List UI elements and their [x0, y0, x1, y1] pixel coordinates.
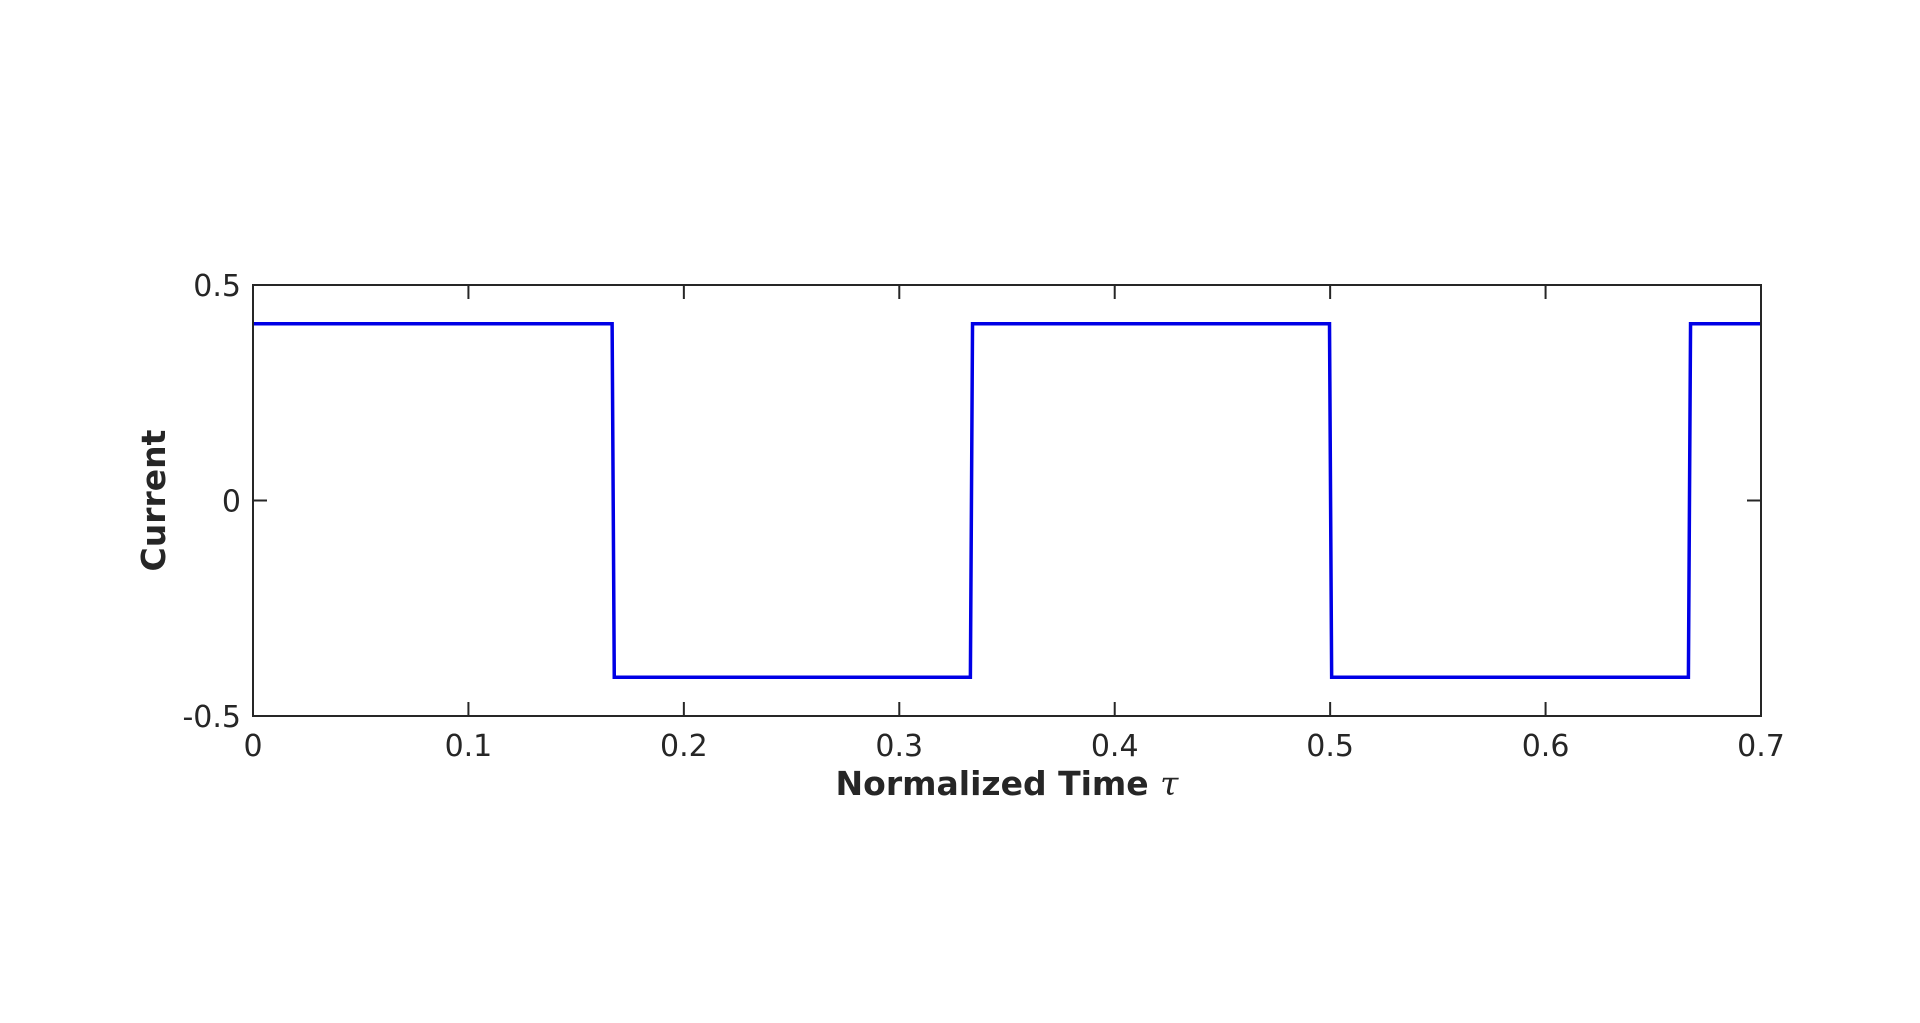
series-line-1 — [253, 322, 1761, 679]
y-axis-title: Current — [134, 429, 173, 571]
y-tick-label: 0.5 — [193, 269, 241, 304]
plot-layer — [253, 285, 1761, 716]
label-layer: 0 0.1 0.2 0.3 0.4 0.5 0.6 0.7-0.500.5Normalized… — [134, 269, 1785, 803]
y-tick-label: -0.5 — [182, 700, 241, 735]
y-tick-label: 0 — [222, 485, 241, 520]
x-tick-label: 0.7 — [1737, 729, 1785, 764]
x-tick-label: 0 — [243, 729, 262, 764]
x-tick-label: 0.3 — [875, 729, 923, 764]
x-tick-label: 0.6 — [1522, 729, 1570, 764]
x-axis-title-symbol: τ — [1160, 764, 1179, 803]
x-tick-label: 0.1 — [445, 729, 493, 764]
plot-area — [253, 285, 1761, 716]
x-axis-title-text: Normalized Time — [836, 764, 1161, 803]
x-tick-label: 0.2 — [660, 729, 708, 764]
x-axis-title: Normalized Time τ — [836, 764, 1180, 803]
x-tick-label: 0.4 — [1091, 729, 1139, 764]
tick-layer — [252, 284, 1762, 717]
x-tick-label: 0.5 — [1306, 729, 1354, 764]
series-layer — [253, 322, 1761, 679]
